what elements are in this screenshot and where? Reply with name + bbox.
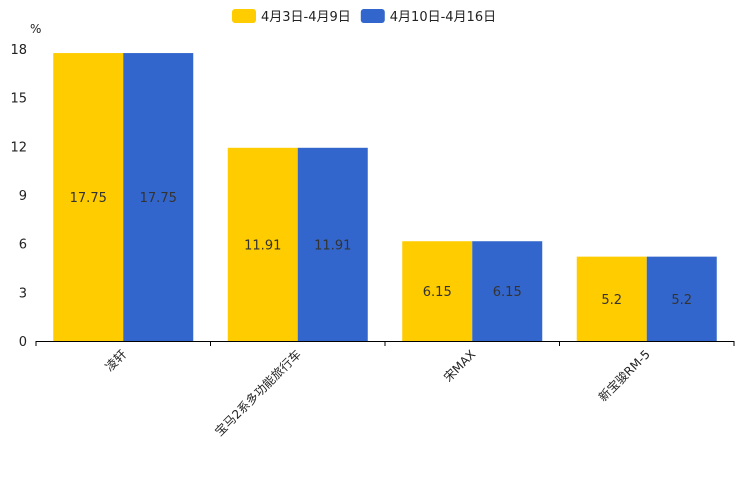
bar xyxy=(297,147,368,341)
y-axis: 0 3 6 9 12 15 18 xyxy=(10,43,27,350)
data-label: 5.2 xyxy=(671,293,692,308)
legend: 4月3日-4月9日 4月10日-4月16日 xyxy=(232,9,496,25)
y-axis-unit-label: % xyxy=(30,22,41,36)
y-tick-label: 15 xyxy=(10,92,27,107)
legend-swatch xyxy=(360,9,385,23)
y-tick-label: 6 xyxy=(19,238,27,253)
bar xyxy=(646,256,717,341)
bar xyxy=(53,53,124,342)
y-tick-label: 0 xyxy=(19,335,27,350)
legend-label: 4月3日-4月9日 xyxy=(261,10,351,25)
legend-swatch xyxy=(232,9,256,23)
x-tick-label: 凌轩 xyxy=(102,347,129,374)
x-tick-label: 宝马2系多功能旅行车 xyxy=(211,347,303,439)
bar xyxy=(123,53,194,342)
y-tick-label: 9 xyxy=(19,189,27,204)
x-tick-label: 宋MAX xyxy=(440,347,478,385)
bars: 17.75 17.75 11.91 11.91 6.15 6.15 5.2 5.2 xyxy=(53,53,717,342)
y-tick-label: 18 xyxy=(10,43,27,58)
legend-label: 4月10日-4月16日 xyxy=(390,10,496,25)
y-tick-label: 3 xyxy=(19,286,27,301)
data-label: 17.75 xyxy=(140,191,177,206)
data-label: 5.2 xyxy=(601,293,622,308)
bar xyxy=(402,241,473,341)
data-label: 6.15 xyxy=(423,285,452,300)
bar xyxy=(576,256,647,341)
x-tick-label: 新宝骏RM-5 xyxy=(595,347,653,405)
bar xyxy=(472,241,543,341)
data-label: 6.15 xyxy=(493,285,522,300)
data-label: 11.91 xyxy=(314,238,351,253)
bar xyxy=(227,147,298,341)
data-label: 11.91 xyxy=(244,238,281,253)
x-axis: 凌轩 宝马2系多功能旅行车 宋MAX 新宝骏RM-5 xyxy=(35,341,735,439)
y-tick-label: 12 xyxy=(10,140,27,155)
data-label: 17.75 xyxy=(70,191,107,206)
